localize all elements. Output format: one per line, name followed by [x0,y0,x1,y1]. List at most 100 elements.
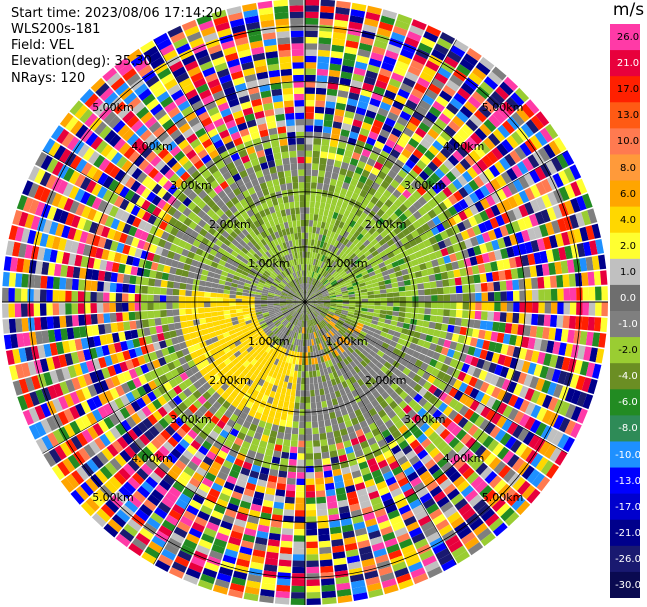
range-gate [235,295,243,299]
range-gate [78,279,86,291]
range-gate [214,578,230,589]
range-gate [149,454,162,467]
range-gate [143,372,154,383]
range-gate [359,420,368,429]
range-gate [205,435,216,445]
range-gate [321,342,326,350]
range-gate [212,374,221,383]
range-gate [459,326,468,336]
range-gate [278,324,284,331]
range-gate [254,306,262,310]
range-gate [529,169,541,184]
range-gate [404,143,416,154]
range-gate [273,378,280,386]
range-gate [168,509,182,521]
range-gate [209,348,218,356]
range-gate [293,297,300,300]
range-gate [422,497,436,510]
range-gate [444,466,458,478]
range-gate [22,259,31,273]
range-gate [58,210,69,224]
range-gate [225,277,233,283]
range-gate [459,158,472,171]
range-gate [468,494,483,508]
range-gate [163,241,173,250]
range-gate [305,314,307,321]
range-gate [445,262,453,272]
range-gate [204,258,213,266]
range-gate [293,304,300,308]
range-gate [427,374,437,384]
range-gate [167,316,175,324]
range-gate [361,305,368,309]
range-gate [440,230,449,240]
range-gate [320,335,326,343]
range-gate [285,490,296,498]
range-gate [242,461,253,471]
range-gate [210,302,217,307]
range-gate [426,245,435,254]
range-gate [473,213,484,225]
range-gate [500,302,507,312]
range-gate [449,253,458,262]
range-gate [464,354,474,365]
range-gate [303,308,305,315]
range-gate [297,306,302,313]
range-gate [349,503,361,512]
range-gate [231,316,238,322]
range-gate [101,367,111,379]
range-gate [356,233,364,241]
range-gate [311,332,315,339]
range-gate [301,377,305,385]
range-gate [394,19,410,31]
range-gate [294,305,301,310]
range-gate [291,311,297,317]
range-gate [356,251,364,258]
range-gate [85,232,95,245]
range-gate [128,542,144,557]
range-gate [453,401,464,413]
range-gate [380,306,387,311]
range-gate [484,471,498,484]
range-gate [283,362,289,370]
range-gate [499,366,510,378]
range-gate [360,313,367,318]
range-gate [240,324,248,331]
range-gate [271,384,278,393]
range-gate [374,343,382,350]
range-gate [120,382,131,394]
range-gate [357,133,368,143]
range-gate [471,265,480,275]
range-gate [558,385,570,401]
range-gate [345,484,356,494]
range-gate [80,337,89,350]
range-gate [97,281,104,292]
range-gate [502,120,515,135]
range-gate [307,339,310,347]
range-gate [245,333,253,340]
range-gate [295,491,305,498]
range-gate [343,276,350,282]
range-gate [365,11,381,22]
range-gate [333,363,340,371]
range-gate [593,271,602,286]
range-gate [343,358,350,366]
range-gate [306,308,309,315]
range-gate [59,442,73,457]
range-gate [147,494,161,507]
range-gate [310,294,316,299]
range-gate [375,113,387,123]
range-gate [431,302,438,309]
range-gate [447,324,455,333]
range-gate [107,250,116,262]
range-gate [431,259,439,267]
range-gate [311,319,316,326]
range-gate [252,320,259,326]
range-gate [230,286,237,292]
range-gate [360,360,368,368]
range-gate [354,248,361,256]
range-gate [566,259,575,273]
range-gate [305,308,307,315]
range-gate [96,451,109,465]
range-gate [461,363,470,373]
